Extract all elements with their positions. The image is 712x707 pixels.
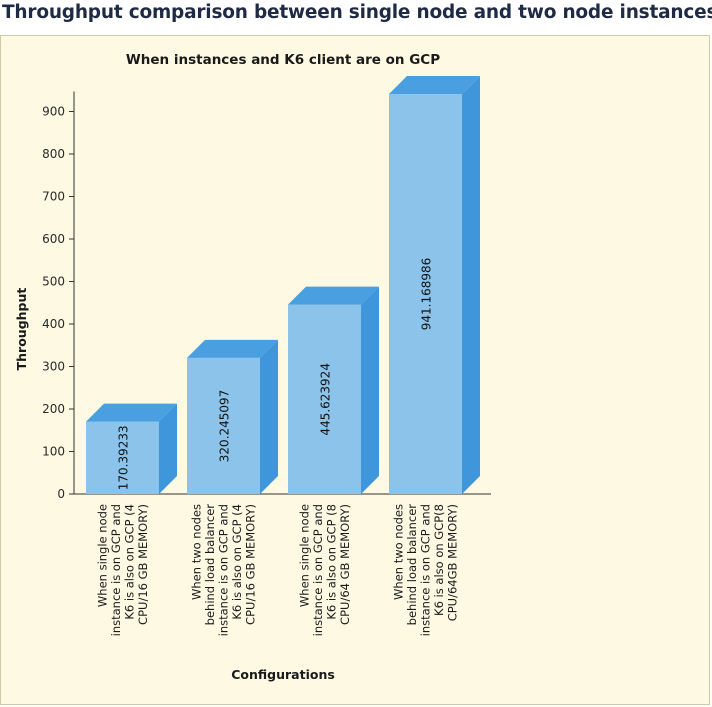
- category-label-3: When single node instance is on GCP and K6…: [297, 504, 352, 636]
- category-label-line: When two nodes: [190, 504, 204, 600]
- category-label-line: K6 is also on GCP (8: [324, 504, 338, 620]
- y-tick-label: 100: [42, 445, 65, 459]
- category-label-line: instance is on GCP and: [311, 504, 325, 636]
- bar-front: [86, 421, 159, 494]
- category-labels: When single node instance is on GCP and K6…: [95, 504, 459, 637]
- y-tick-label: 800: [42, 147, 65, 161]
- bar-front: [187, 357, 260, 494]
- bar-2: 320.245097: [187, 339, 278, 494]
- category-label-line: When single node: [95, 504, 109, 607]
- category-label-line: behind load balancer: [203, 504, 217, 626]
- bar-top: [389, 76, 480, 95]
- bar-side: [462, 76, 480, 495]
- category-label-line: CPU/64 GB MEMORY): [338, 504, 352, 625]
- y-tick-label: 400: [42, 317, 65, 331]
- y-tick-label: 700: [42, 190, 65, 204]
- bar-side: [361, 286, 379, 494]
- y-tick-label: 300: [42, 360, 65, 374]
- y-tick-label: 200: [42, 402, 65, 416]
- bar-3: 445.623924: [288, 286, 379, 494]
- bar-value-label: 320.245097: [218, 390, 232, 463]
- category-label-line: CPU/16 GB MEMORY): [136, 504, 150, 625]
- chart-panel: When instances and K6 client are on GCP …: [0, 35, 710, 705]
- bar-top: [187, 339, 278, 358]
- category-label-line: instance is on GCP and: [109, 504, 123, 636]
- category-label-4: When two nodes behind load balancer instan…: [392, 504, 460, 637]
- category-label-line: K6 is also on GCP (4: [230, 504, 244, 620]
- x-axis-title: Configurations: [231, 667, 335, 682]
- category-label-line: K6 is also on GCP(8: [432, 504, 446, 616]
- category-label-2: When two nodes behind load balancer instan…: [190, 504, 258, 637]
- y-tick-label: 0: [57, 487, 65, 501]
- category-label-line: K6 is also on GCP (4: [122, 504, 136, 620]
- y-axis-title: Throughput: [14, 288, 29, 371]
- bar-chart: When instances and K6 client are on GCP …: [14, 52, 491, 682]
- bar-front: [389, 94, 462, 495]
- bar-side: [159, 403, 177, 494]
- category-label-1: When single node instance is on GCP and K6…: [95, 504, 150, 636]
- chart-title: When instances and K6 client are on GCP: [126, 52, 440, 68]
- category-label-line: instance is on GCP and: [217, 504, 231, 636]
- category-label-line: CPU/64GB MEMORY): [446, 504, 460, 621]
- y-tick-label: 600: [42, 232, 65, 246]
- bars: 170.39233 320.245097 445.623924 941.168986: [86, 76, 480, 495]
- bar-value-label: 170.39233: [117, 425, 131, 490]
- category-label-line: When two nodes: [392, 504, 406, 600]
- bar-value-label: 941.168986: [420, 258, 434, 331]
- axes: 0 100 200 300 400 500 600 700 800 900: [42, 91, 491, 501]
- category-label-line: CPU/16 GB MEMORY): [244, 504, 258, 625]
- category-label-line: behind load balancer: [405, 504, 419, 626]
- bar-top: [288, 286, 379, 305]
- bar-front: [288, 304, 361, 494]
- y-tick-label: 900: [42, 105, 65, 119]
- bar-top: [86, 403, 177, 422]
- page-heading: Throughput comparison between single nod…: [2, 2, 712, 23]
- y-tick-label: 500: [42, 275, 65, 289]
- bar-1: 170.39233: [86, 403, 177, 494]
- bar-side: [260, 339, 278, 494]
- category-label-line: When single node: [297, 504, 311, 607]
- bar-value-label: 445.623924: [319, 363, 333, 436]
- category-label-line: instance is on GCP and: [419, 504, 433, 636]
- bar-4: 941.168986: [389, 76, 480, 495]
